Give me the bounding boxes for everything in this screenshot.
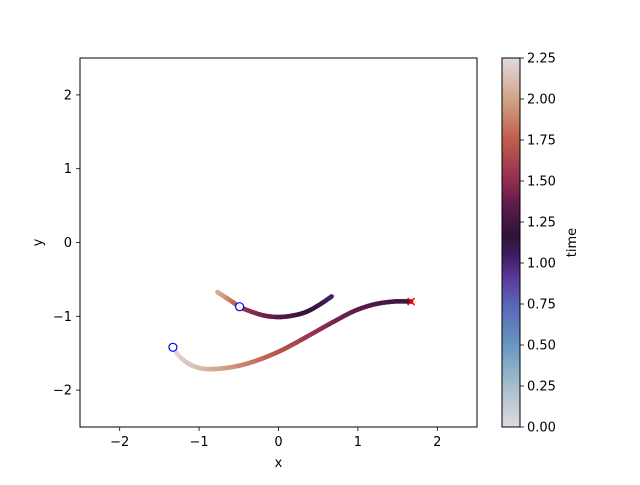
colorbar-tick-label: 1.75: [527, 134, 556, 149]
x-tick-label: 0: [274, 435, 282, 450]
y-axis-ticks: −2 −1 0 1 2: [53, 88, 80, 398]
y-tick-label: 1: [64, 162, 72, 177]
colorbar-tick-label: 1.50: [527, 175, 556, 190]
colorbar: [502, 58, 520, 427]
colorbar-tick-label: 0.75: [527, 298, 556, 313]
y-tick-label: −1: [53, 310, 72, 325]
colorbar-tick-label: 2.25: [527, 52, 556, 67]
colorbar-tick-label: 1.00: [527, 257, 556, 272]
y-tick-label: 0: [64, 236, 72, 251]
plot-area: [80, 58, 477, 427]
colorbar-ticks: 0.00 0.25 0.50 0.75 1.00 1.25 1.50 1.75 2.00 2.25: [520, 52, 556, 436]
colorbar-tick-label: 0.25: [527, 380, 556, 395]
colorbar-label: time: [565, 228, 580, 257]
colorbar-tick-label: 0.50: [527, 339, 556, 354]
colorbar-tick-label: 2.00: [527, 93, 556, 108]
y-tick-label: −2: [53, 384, 72, 399]
y-tick-label: 2: [64, 88, 72, 103]
x-tick-label: −1: [190, 435, 209, 450]
x-axis-ticks: −2 −1 0 1 2: [110, 427, 441, 450]
start-marker: [169, 343, 177, 351]
x-tick-label: 1: [354, 435, 362, 450]
colorbar-tick-label: 1.25: [527, 216, 556, 231]
y-axis-label: y: [31, 238, 46, 246]
colorbar-tick-label: 0.00: [527, 421, 556, 436]
x-tick-label: −2: [110, 435, 129, 450]
start-marker: [236, 303, 244, 311]
x-tick-label: 2: [433, 435, 441, 450]
x-axis-label: x: [275, 456, 283, 471]
